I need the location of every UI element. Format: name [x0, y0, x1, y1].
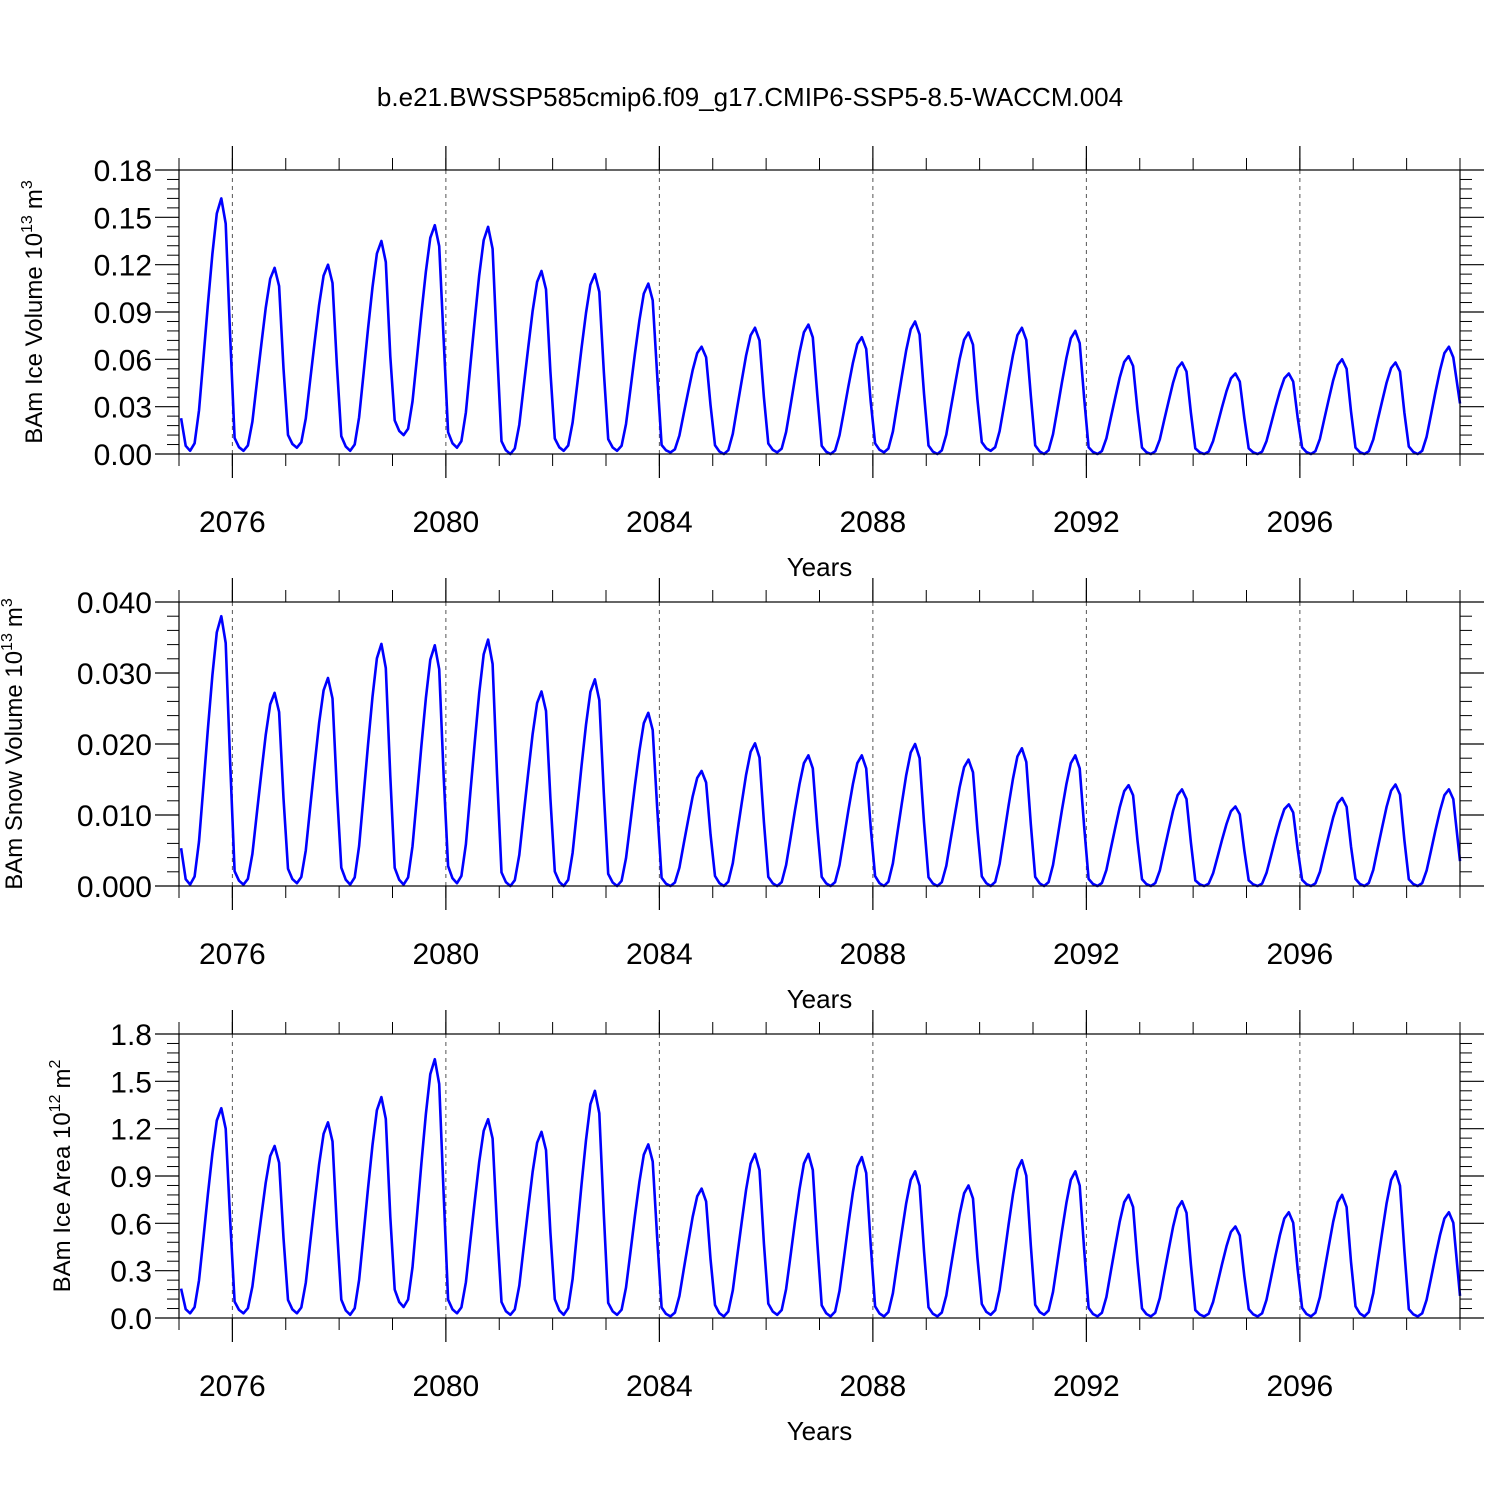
x-tick-label: 2084 [626, 506, 693, 539]
x-axis-label: Years [787, 984, 853, 1014]
x-tick-label: 2092 [1053, 1370, 1120, 1403]
x-tick-label: 2092 [1053, 938, 1120, 971]
y-tick-label: 0.00 [94, 439, 152, 472]
y-tick-label: 0.020 [77, 729, 152, 762]
chart-panel-3: 0.0 0.3 0.6 0.9 1.2 1.5 1.8 2076 2080 2084 2088 209… [47, 1010, 1484, 1446]
y-tick-label: 1.2 [110, 1114, 152, 1147]
x-axis-label: Years [787, 552, 853, 582]
y-tick-label: 0.0 [110, 1303, 152, 1336]
x-tick-label: 2096 [1267, 506, 1334, 539]
y-tick-label: 0.15 [94, 202, 152, 235]
y-tick-label: 0.3 [110, 1256, 152, 1289]
y-axis-label-main: BAm Ice Volume 10 [21, 233, 48, 444]
x-tick-label: 2088 [840, 506, 907, 539]
chart-panel-1: 0.00 0.03 0.06 0.09 0.12 0.15 0.18 2076 2080 2084… [19, 146, 1484, 582]
x-tick-label: 2084 [626, 1370, 693, 1403]
y-tick-label: 0.9 [110, 1161, 152, 1194]
y-tick-label: 0.030 [77, 658, 152, 691]
x-tick-label: 2076 [199, 1370, 266, 1403]
y-axis-label-unit: m [49, 1069, 76, 1089]
y-tick-label: 0.18 [94, 155, 152, 188]
x-tick-label: 2088 [840, 938, 907, 971]
y-axis-label-exponent: 13 [19, 215, 36, 233]
y-axis-label-unit: m [21, 189, 48, 209]
y-tick-label: 0.06 [94, 344, 152, 377]
x-tick-label: 2080 [413, 938, 480, 971]
x-tick-label: 2092 [1053, 506, 1120, 539]
y-axis-label: BAm Ice Volume 1013 m3 [19, 180, 48, 444]
x-tick-label: 2080 [413, 506, 480, 539]
series-line [179, 1057, 1462, 1318]
x-tick-label: 2080 [413, 1370, 480, 1403]
y-axis-label-unit: m [1, 607, 28, 627]
y-axis-label-main: BAm Ice Area 10 [49, 1112, 76, 1292]
y-axis-label-main: BAm Snow Volume 10 [1, 651, 28, 890]
y-tick-label: 0.09 [94, 297, 152, 330]
x-tick-label: 2076 [199, 506, 266, 539]
x-tick-label: 2076 [199, 938, 266, 971]
y-tick-label: 0.12 [94, 250, 152, 283]
x-tick-label: 2096 [1267, 1370, 1334, 1403]
x-tick-label: 2096 [1267, 938, 1334, 971]
y-axis-label-unit-exponent: 2 [47, 1060, 64, 1069]
y-tick-label: 0.010 [77, 800, 152, 833]
y-tick-label: 0.040 [77, 587, 152, 620]
y-axis-label-exponent: 13 [0, 633, 16, 651]
x-tick-label: 2088 [840, 1370, 907, 1403]
y-axis-label-exponent: 12 [47, 1094, 64, 1112]
y-tick-label: 1.5 [110, 1066, 152, 1099]
y-axis-label-unit-exponent: 3 [19, 180, 36, 189]
y-tick-label: 1.8 [110, 1019, 152, 1052]
y-tick-label: 0.6 [110, 1208, 152, 1241]
y-tick-label: 0.000 [77, 871, 152, 904]
y-axis-label: BAm Snow Volume 1013 m3 [0, 598, 28, 890]
y-axis-label: BAm Ice Area 1012 m2 [47, 1060, 76, 1293]
series-line [179, 614, 1462, 888]
series-line [179, 197, 1462, 456]
chart-panel-2: 0.000 0.010 0.020 0.030 0.040 2076 2080 2084 208… [0, 578, 1484, 1014]
figure-title: b.e21.BWSSP585cmip6.f09_g17.CMIP6-SSP5-8… [377, 82, 1123, 112]
x-axis-label: Years [787, 1416, 853, 1446]
x-tick-label: 2084 [626, 938, 693, 971]
y-tick-label: 0.03 [94, 392, 152, 425]
y-axis-label-unit-exponent: 3 [0, 598, 16, 607]
